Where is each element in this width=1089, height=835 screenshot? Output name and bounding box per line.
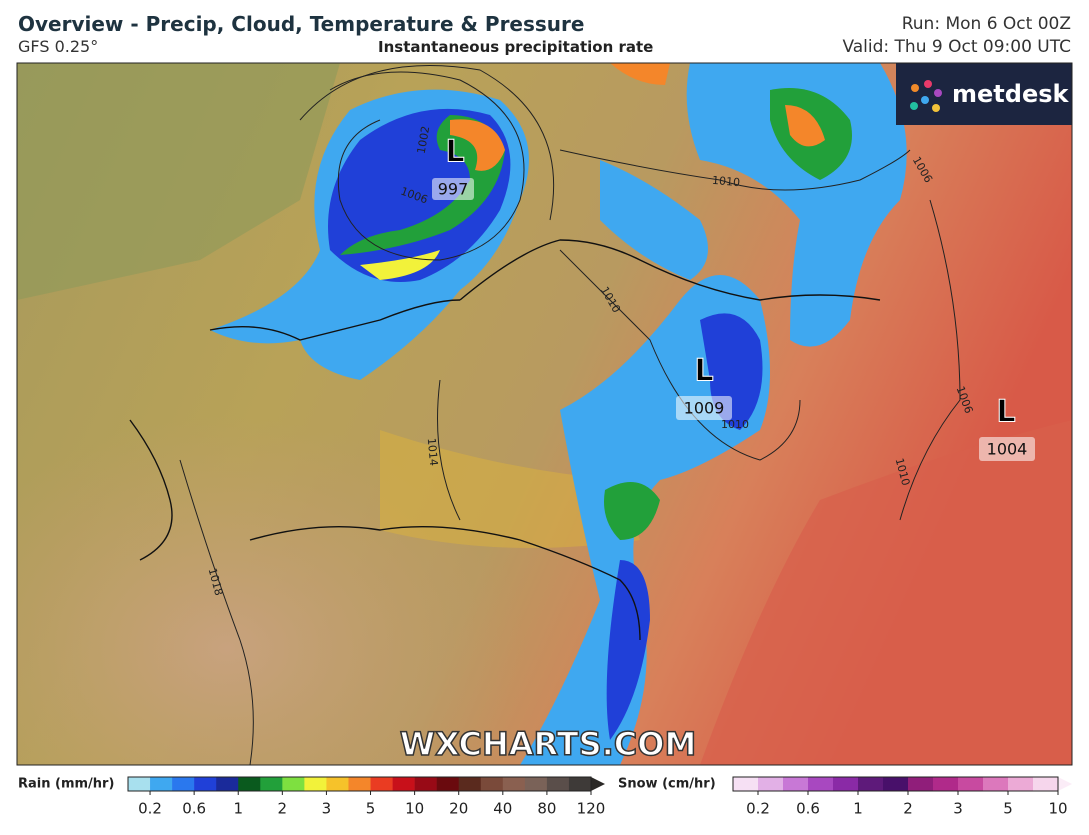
colorbar-frame — [127, 776, 592, 792]
precip-area — [785, 105, 825, 147]
colorbar-segment — [908, 777, 934, 791]
colorbar-tick-label: 120 — [577, 800, 606, 818]
legend-label: Snow (cm/hr) — [618, 777, 716, 792]
precip-area — [606, 560, 650, 740]
precip-area — [340, 115, 505, 255]
colorbar-arrow — [591, 777, 605, 791]
colorbar-tick-label: 0.6 — [182, 800, 206, 818]
colorbar-segment — [436, 777, 460, 791]
legend-label: Rain (mm/hr) — [18, 777, 114, 792]
logo-box — [896, 63, 1072, 125]
colorbar-tick-label: 0.2 — [746, 800, 770, 818]
colorbar-segment — [194, 777, 217, 791]
precip-area — [610, 63, 670, 85]
colorbar-segment — [348, 777, 371, 791]
low-symbol: L — [445, 135, 464, 170]
label-box — [676, 396, 732, 420]
colorbar-tick-label: 2 — [278, 800, 288, 818]
colorbar-segment — [326, 777, 349, 791]
colorbar-segment — [172, 777, 195, 791]
terrain — [380, 430, 640, 548]
low-symbol: L — [996, 395, 1015, 430]
colorbar-segment — [883, 777, 909, 791]
colorbar-segment — [480, 777, 504, 791]
colorbar-frame — [732, 776, 1059, 792]
precip-area — [450, 119, 505, 171]
run-time: Run: Mon 6 Oct 00Z — [901, 14, 1071, 34]
low-pressure: 1004 — [987, 440, 1028, 459]
colorbar-segment — [858, 777, 884, 791]
colorbar-segment — [238, 777, 261, 791]
colorbar-tick-label: 3 — [953, 800, 963, 818]
label-box — [979, 437, 1035, 461]
title: Overview - Precip, Cloud, Temperature & … — [18, 12, 585, 36]
logo-text: metdesk — [952, 80, 1070, 108]
colorbar-segment — [260, 777, 283, 791]
low-pressure: 1009 — [684, 399, 725, 418]
colorbar-tick-label: 10 — [1048, 800, 1067, 818]
colorbar-segment — [983, 777, 1009, 791]
map-frame — [16, 62, 1073, 766]
colorbar-tick-label: 3 — [322, 800, 332, 818]
label-box — [432, 178, 474, 200]
colorbar-segment — [833, 777, 859, 791]
isobar-label: 1010 — [712, 174, 741, 189]
colorbar-segment — [150, 777, 173, 791]
colorbar-arrow — [1058, 777, 1072, 791]
colorbar-segment — [1033, 777, 1059, 791]
precip-area — [604, 482, 660, 540]
colorbar-tick-label: 10 — [405, 800, 424, 818]
colorbar-segment — [783, 777, 809, 791]
colorbar-tick-label: 0.2 — [138, 800, 162, 818]
colorbar-segment — [128, 777, 151, 791]
coastline — [129, 239, 881, 641]
colorbar-tick-label: 80 — [537, 800, 556, 818]
colorbar-segment — [392, 777, 415, 791]
colorbar-tick-label: 20 — [449, 800, 468, 818]
colorbar-segment — [282, 777, 305, 791]
warm-region — [700, 420, 1072, 765]
precip-area — [360, 250, 440, 280]
low-pressure: 997 — [438, 180, 469, 199]
colorbar-tick-label: 5 — [366, 800, 376, 818]
colorbar-segment — [502, 777, 526, 791]
subtitle: Instantaneous precipitation rate — [378, 38, 654, 56]
valid-time: Valid: Thu 9 Oct 09:00 UTC — [842, 37, 1071, 57]
model: GFS 0.25° — [18, 37, 99, 56]
isobar-label: 1010 — [721, 418, 749, 431]
precip-area — [600, 160, 708, 280]
watermark: WXCHARTS.COM — [400, 725, 697, 763]
colorbar-segment — [458, 777, 482, 791]
colorbar-segment — [808, 777, 834, 791]
colorbar-segment — [758, 777, 784, 791]
colorbar-segment — [524, 777, 548, 791]
isobar-label: 1002 — [415, 125, 433, 155]
colorbar-segment — [733, 777, 759, 791]
isobar-label: 1014 — [425, 437, 440, 466]
colorbar-segment — [546, 777, 570, 791]
colorbar-segment — [933, 777, 959, 791]
colorbar-segment — [216, 777, 239, 791]
colorbar-segment — [414, 777, 437, 791]
colorbar-segment — [370, 777, 393, 791]
colorbar-tick-label: 1 — [853, 800, 863, 818]
colorbar-tick-label: 2 — [903, 800, 913, 818]
colorbar-tick-label: 1 — [233, 800, 243, 818]
logo-icon — [910, 80, 942, 112]
colorbar-segment — [304, 777, 327, 791]
colorbar-segment — [958, 777, 984, 791]
low-symbol: L — [694, 354, 713, 389]
colorbar-segment — [568, 777, 592, 791]
colorbar-tick-label: 5 — [1003, 800, 1013, 818]
colorbar-tick-label: 40 — [493, 800, 512, 818]
colorbar-segment — [1008, 777, 1034, 791]
colorbar-tick-label: 0.6 — [796, 800, 820, 818]
terrain — [17, 63, 340, 300]
